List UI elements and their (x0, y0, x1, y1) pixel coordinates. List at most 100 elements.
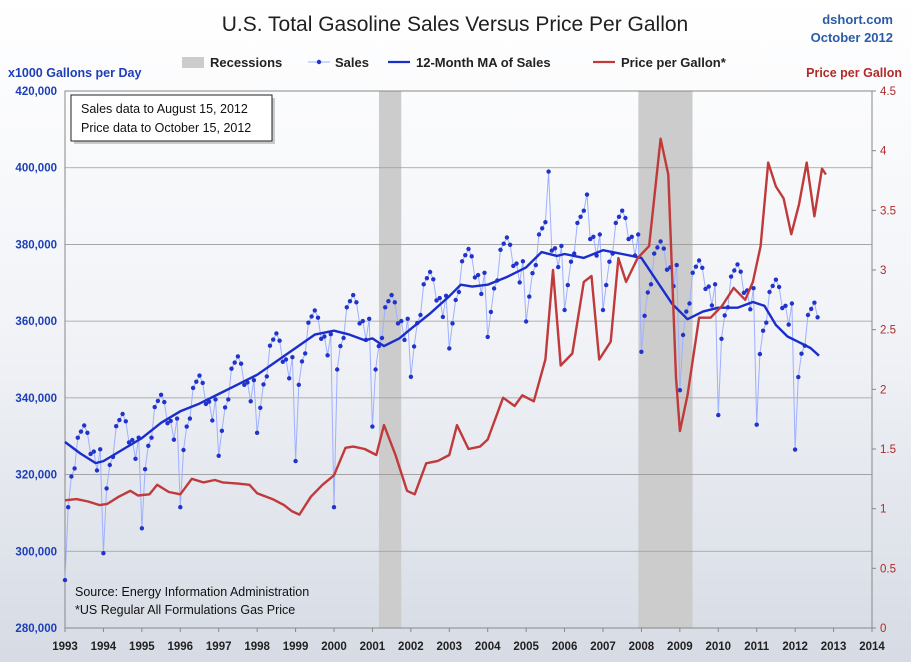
sales-point-19 (123, 419, 128, 424)
sales-point-112 (421, 282, 426, 287)
sales-point-17 (117, 417, 122, 423)
sales-point-140 (511, 263, 516, 269)
sales-point-210 (735, 262, 740, 267)
notes-box-frame (70, 94, 273, 142)
x-tick-label-4: 1997 (206, 641, 232, 653)
sales-point-121 (450, 321, 455, 326)
sales-point-77 (309, 314, 314, 319)
y-right-tick-label-6: 3 (880, 265, 886, 277)
sales-point-90 (351, 292, 356, 298)
x-tick-label-19: 2012 (782, 641, 808, 653)
legend-label-recessions: Recessions (210, 55, 282, 70)
sales-point-79 (315, 315, 321, 320)
note-price-data: Price data to October 15, 2012 (81, 121, 251, 135)
y-left-tick-label-7: 420,000 (15, 86, 57, 98)
sales-point-124 (459, 259, 465, 264)
sales-point-54 (235, 354, 241, 359)
sales-point-97 (373, 367, 378, 372)
sales-point-232 (805, 312, 811, 318)
x-tick-label-20: 2013 (821, 641, 847, 653)
sales-point-160 (575, 220, 580, 226)
y-right-tick-label-7: 3.5 (880, 205, 896, 217)
legend-label-sales: Sales (335, 55, 369, 70)
sales-point-195 (687, 301, 692, 306)
sales-point-83 (328, 332, 333, 337)
sales-point-123 (456, 289, 462, 295)
sales-point-185 (655, 245, 660, 250)
sales-point-99 (379, 335, 385, 341)
gridlines (65, 167, 872, 552)
x-tick-label-0: 1993 (52, 641, 78, 653)
sales-point-105 (399, 318, 404, 324)
x-tick-label-2: 1995 (129, 641, 155, 653)
sales-point-186 (658, 239, 663, 244)
sales-point-150 (543, 220, 548, 225)
sales-point-115 (431, 277, 436, 282)
legend-label-ma: 12-Month MA of Sales (416, 55, 551, 70)
sales-point-224 (780, 305, 785, 311)
sales-point-8 (88, 451, 93, 457)
sales-point-212 (741, 290, 747, 295)
x-tick-label-6: 1999 (283, 641, 309, 653)
sales-point-91 (354, 300, 359, 305)
sales-point-120 (447, 346, 452, 351)
sales-point-191 (674, 262, 679, 268)
sales-point-36 (178, 505, 183, 510)
sales-point-104 (395, 321, 401, 326)
sales-point-24 (139, 526, 145, 531)
sales-point-11 (98, 447, 103, 452)
sales-point-37 (181, 447, 186, 453)
sales-point-168 (600, 307, 606, 313)
y-right-tick-label-0: 0 (880, 623, 886, 635)
sales-point-111 (418, 312, 423, 318)
x-tick-label-15: 2008 (629, 641, 655, 653)
sales-point-13 (104, 486, 109, 491)
sales-point-33 (168, 418, 173, 424)
sales-point-51 (226, 397, 231, 402)
x-tick-label-8: 2001 (360, 641, 386, 653)
sales-point-220 (767, 289, 772, 295)
sales-point-227 (789, 301, 795, 306)
sales-point-138 (504, 235, 510, 240)
x-tick-label-5: 1998 (244, 641, 270, 653)
sales-point-38 (184, 424, 189, 429)
sales-point-6 (82, 423, 87, 428)
y-left-tick-label-5: 380,000 (15, 239, 57, 251)
sales-point-181 (642, 313, 647, 318)
recession-layer (378, 91, 693, 628)
sales-point-95 (367, 316, 372, 321)
sales-point-69 (283, 357, 289, 362)
sales-point-211 (738, 269, 743, 274)
sales-point-98 (376, 343, 381, 349)
sales-point-71 (290, 355, 295, 360)
sales-point-75 (303, 351, 308, 356)
sales-point-199 (700, 265, 705, 270)
sales-point-113 (424, 276, 430, 281)
sales-point-118 (440, 314, 446, 320)
sales-point-109 (411, 344, 417, 349)
sales-point-60 (254, 430, 260, 435)
sales-point-200 (703, 286, 708, 292)
sales-point-4 (75, 435, 81, 440)
sales-point-141 (514, 261, 519, 266)
sales-point-139 (507, 242, 513, 247)
sales-point-107 (405, 316, 410, 321)
sales-point-153 (552, 246, 558, 251)
sales-point-229 (796, 374, 801, 380)
sales-point-204 (716, 412, 721, 418)
sales-point-49 (219, 428, 225, 433)
x-tick-label-12: 2005 (513, 641, 539, 653)
sales-point-82 (325, 353, 330, 358)
sales-point-85 (335, 367, 340, 372)
sales-point-184 (652, 251, 657, 256)
sales-point-116 (434, 298, 439, 303)
sales-point-126 (466, 246, 471, 252)
sales-point-73 (296, 382, 301, 387)
y-right-tick-label-4: 2 (880, 384, 886, 396)
plot-area-border (64, 90, 873, 629)
sales-point-209 (732, 268, 737, 273)
y-right-tick-label-2: 1 (880, 504, 886, 516)
sales-point-130 (479, 291, 484, 297)
sales-point-88 (344, 305, 349, 310)
